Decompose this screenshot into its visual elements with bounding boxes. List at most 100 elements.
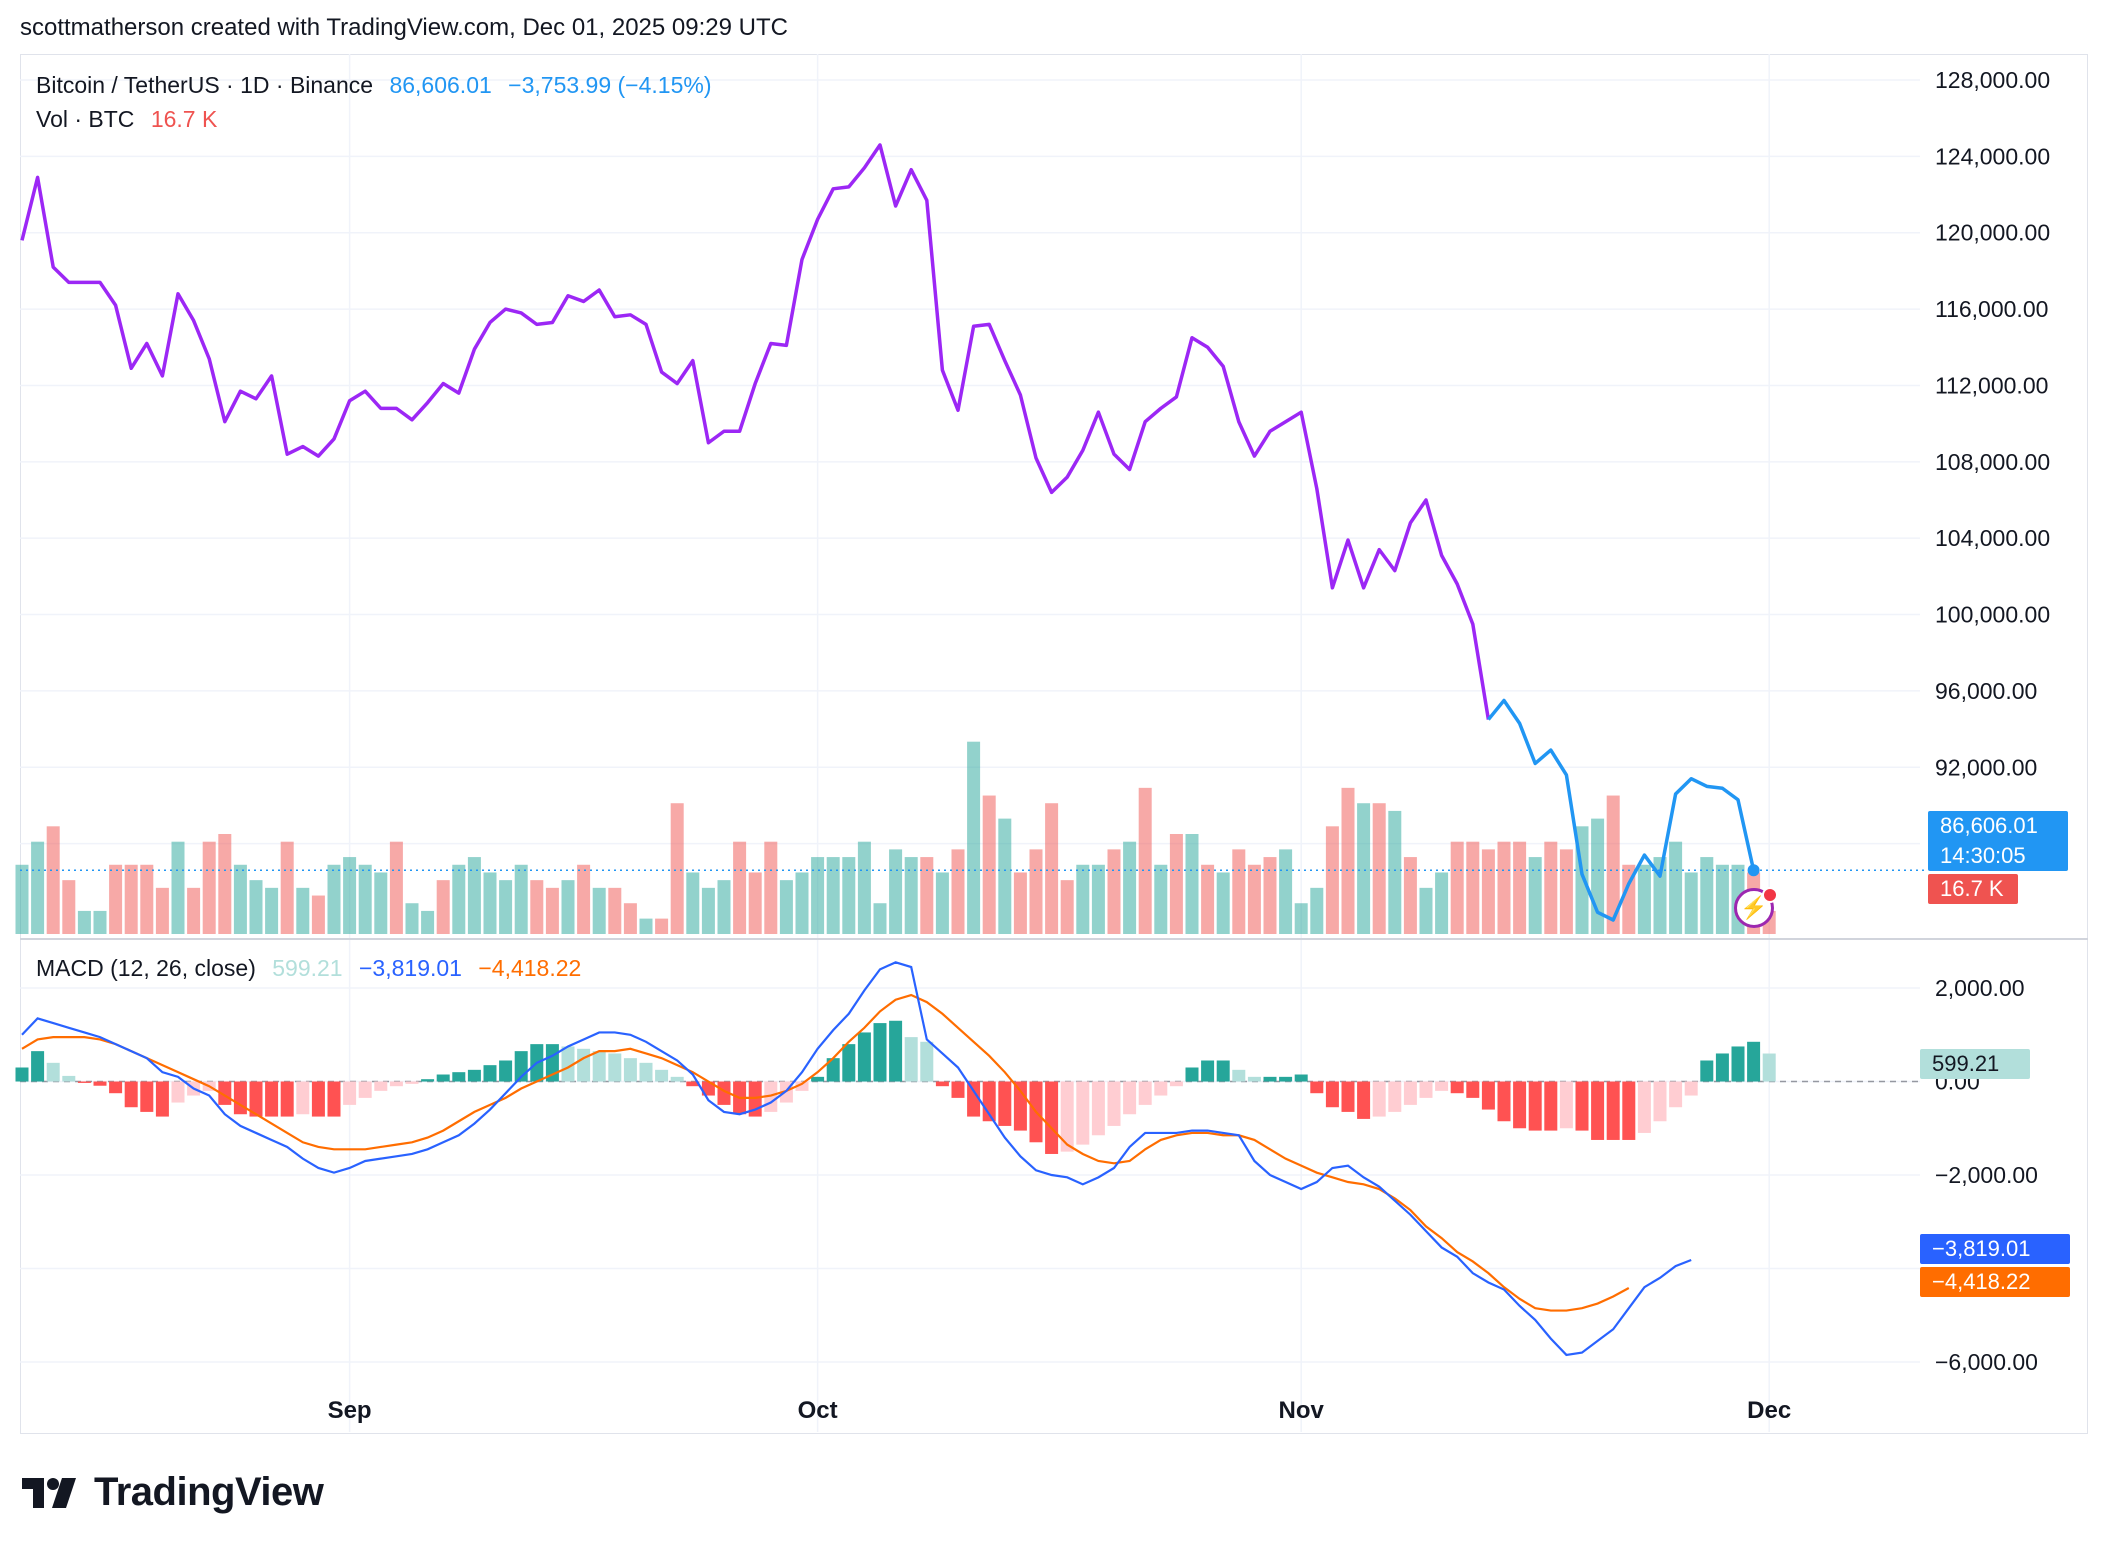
macd-histogram-bar [1731,1046,1745,1082]
macd-histogram-bar [1123,1081,1137,1115]
y-tick-label: 124,000.00 [1935,143,2050,169]
x-tick-label: Oct [798,1397,838,1424]
macd-histogram-bar [1450,1081,1464,1094]
volume-bar [1294,903,1308,934]
macd-histogram-bar [935,1081,949,1087]
price-series-early [20,143,1491,720]
macd-histogram-bar [1715,1053,1729,1082]
volume-bar [1201,864,1215,934]
volume-bar [920,857,934,934]
macd-line-badge: −3,819.01 [1920,1234,2070,1264]
macd-histogram-bar [951,1081,965,1098]
macd-histogram-bar [701,1081,715,1096]
macd-histogram-bar [1185,1067,1199,1082]
macd-histogram-bar [686,1081,700,1087]
macd-histogram-bar [1622,1081,1636,1140]
macd-histogram-bar [998,1081,1012,1126]
volume-bar [982,795,996,934]
y-tick-label: 116,000.00 [1935,296,2048,322]
volume-bar [545,887,559,934]
macd-histogram-bar [374,1081,388,1091]
price-change: −3,753.99 (−4.15%) [508,72,712,98]
volume-bar [795,872,809,934]
macd-histogram-bar [15,1067,29,1082]
volume-bar [1684,872,1698,934]
volume-bar [1388,810,1402,934]
volume-legend: Vol · BTC 16.7 K [36,106,227,133]
macd-histogram-bar [577,1048,591,1082]
macd-histogram-bar [265,1081,279,1117]
macd-line [21,961,1692,1357]
macd-histogram-bar [1091,1081,1105,1136]
y-tick-label: 112,000.00 [1935,372,2048,398]
macd-histogram-bar [1325,1081,1339,1108]
macd-histogram-bar [1684,1081,1698,1096]
volume-bar [452,864,466,934]
y-tick-label: 96,000.00 [1935,678,2037,704]
volume-bar [249,880,263,934]
macd-histogram-bar [358,1081,372,1098]
volume-bar [561,880,575,934]
chart-credit: scottmatherson created with TradingView.… [20,14,788,41]
macd-histogram-bar [1357,1081,1371,1119]
macd-histogram-bar [1544,1081,1558,1131]
macd-histogram-bar [1497,1081,1511,1122]
alert-icon[interactable]: ⚡ [1734,888,1774,928]
macd-histogram-bar [920,1041,934,1082]
macd-label[interactable]: MACD (12, 26, close) [36,955,256,981]
macd-histogram-bar [1575,1081,1589,1131]
macd-histogram-bar [655,1069,669,1082]
x-tick-label: Sep [328,1397,372,1424]
volume-bar [77,910,91,934]
volume-bar [1107,849,1121,934]
y-tick-label: 128,000.00 [1935,67,2050,93]
volume-bar [171,841,185,934]
volume-bar [1528,857,1542,934]
volume-bar [467,857,481,934]
grid-lines [20,54,2088,1432]
volume-bar [327,864,341,934]
macd-histogram-bar [592,1051,606,1082]
volume-bar [1076,864,1090,934]
volume-bar [1466,841,1480,934]
volume-bar [1123,841,1137,934]
volume-bar [1138,787,1152,934]
symbol-label[interactable]: Bitcoin / TetherUS · 1D · Binance [36,72,374,98]
volume-bar [764,841,778,934]
macd-histogram-bar [608,1053,622,1082]
volume-bar [779,880,793,934]
volume-bar [842,857,856,934]
alert-dot-icon [1762,887,1778,903]
volume-bar [296,887,310,934]
macd-tick-label: −6,000.00 [1935,1349,2038,1375]
macd-hist-badge: 599.21 [1920,1049,2030,1079]
macd-histogram-bar [249,1081,263,1117]
y-tick-label: 104,000.00 [1935,525,2050,551]
macd-line-value: −3,819.01 [359,955,462,981]
macd-histogram-bar [1341,1081,1355,1112]
volume-bar [421,910,435,934]
macd-histogram-bar [1247,1076,1261,1082]
volume-label[interactable]: Vol · BTC [36,106,135,132]
volume-bar [124,864,138,934]
macd-histogram-bar [1310,1081,1324,1094]
volume-bar [1169,834,1183,934]
macd-histogram-bar [1232,1069,1246,1082]
volume-bar [1435,872,1449,934]
macd-histogram-bar [109,1081,123,1094]
tradingview-logo[interactable]: TradingView [22,1470,324,1515]
macd-histogram-bar [218,1081,232,1105]
macd-histogram-bar [140,1081,154,1112]
volume-bar [499,880,513,934]
volume-bar [608,887,622,934]
macd-histogram-bar [1154,1081,1168,1096]
x-tick-label: Dec [1747,1397,1791,1424]
volume-value: 16.7 K [150,106,218,132]
macd-histogram-bar [1559,1081,1573,1129]
volume-bar [1279,849,1293,934]
volume-bar [1310,887,1324,934]
volume-bar [1060,880,1074,934]
macd-histogram-bar [31,1051,45,1082]
macd-histogram-bar [1435,1081,1449,1091]
